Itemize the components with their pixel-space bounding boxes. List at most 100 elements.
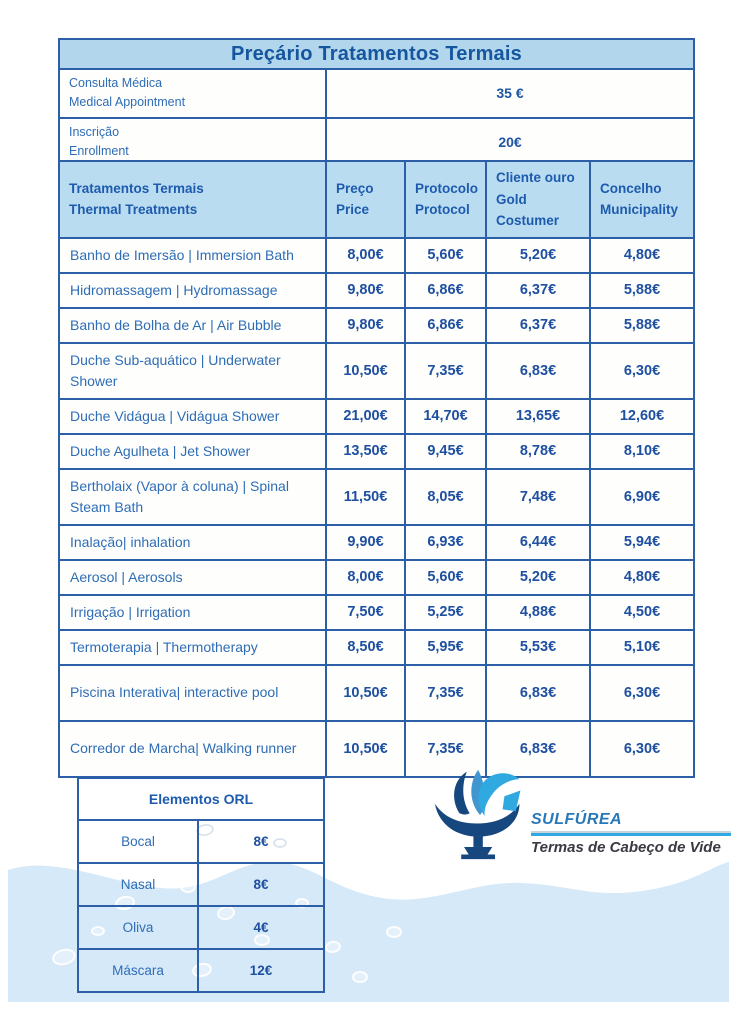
treatment-gold-value: 5,20€ [485, 236, 591, 274]
treatment-municipality-value: 4,80€ [589, 558, 695, 596]
treatment-protocol-value: 5,60€ [404, 558, 487, 596]
header-treatments: Tratamentos Termais Thermal Treatments [58, 160, 327, 239]
treatment-name: Duche Agulheta | Jet Shower [58, 432, 327, 470]
treatment-protocol-value: 6,93€ [404, 523, 487, 561]
treatment-name: Banho de Bolha de Ar | Air Bubble [58, 306, 327, 344]
orl-row: Oliva 4€ [77, 905, 325, 950]
treatment-gold-value: 6,83€ [485, 341, 591, 400]
treatment-name: Piscina Interativa| interactive pool [58, 663, 327, 722]
header-municipality-pt: Concelho [600, 180, 662, 196]
fee-label-en: Medical Appointment [69, 95, 186, 110]
treatment-row: Banho de Bolha de Ar | Air Bubble 9,80€ 6,… [58, 306, 695, 344]
treatment-price-value: 10,50€ [325, 719, 406, 778]
treatment-name: Corredor de Marcha| Walking runner [58, 719, 327, 778]
treatment-protocol-value: 14,70€ [404, 397, 487, 435]
treatment-gold-value: 5,53€ [485, 628, 591, 666]
treatment-row: Aerosol | Aerosols 8,00€ 5,60€ 5,20€ 4,80€ [58, 558, 695, 596]
treatment-row: Inalação| inhalation 9,90€ 6,93€ 6,44€ 5,94€ [58, 523, 695, 561]
header-price-pt: Preço [336, 180, 374, 196]
orl-row: Bocal 8€ [77, 819, 325, 864]
treatment-protocol-value: 7,35€ [404, 719, 487, 778]
header-gold-en: Gold Costumer [496, 191, 560, 229]
treatment-municipality-value: 6,30€ [589, 719, 695, 778]
treatment-price-value: 9,80€ [325, 306, 406, 344]
header-protocol: Protocolo Protocol [404, 160, 487, 239]
header-protocol-pt: Protocolo [415, 180, 478, 196]
treatment-gold-value: 4,88€ [485, 593, 591, 631]
treatment-row: Piscina Interativa| interactive pool 10,5… [58, 663, 695, 722]
treatment-protocol-value: 8,05€ [404, 467, 487, 526]
treatment-price-value: 7,50€ [325, 593, 406, 631]
treatment-row: Corredor de Marcha| Walking runner 10,50€… [58, 719, 695, 778]
logo-brand-name: SULFÚREA [531, 811, 623, 828]
header-price-en: Price [336, 202, 370, 218]
treatment-price-value: 9,80€ [325, 271, 406, 309]
orl-element-name: Nasal [77, 862, 199, 907]
fee-label-pt: Inscrição [69, 124, 120, 139]
treatment-gold-value: 7,48€ [485, 467, 591, 526]
orl-element-name: Bocal [77, 819, 199, 864]
treatment-gold-value: 13,65€ [485, 397, 591, 435]
treatment-row: Irrigação | Irrigation 7,50€ 5,25€ 4,88€ 4,5… [58, 593, 695, 631]
header-price: Preço Price [325, 160, 406, 239]
orl-element-price: 8€ [197, 819, 325, 864]
treatment-municipality-value: 6,30€ [589, 341, 695, 400]
treatment-municipality-value: 8,10€ [589, 432, 695, 470]
treatment-row: Duche Agulheta | Jet Shower 13,50€ 9,45€ 8,… [58, 432, 695, 470]
treatment-name: Hidromassagem | Hydromassage [58, 271, 327, 309]
sulfurea-logo: SULFÚREA Termas de Cabeço de Vide [433, 768, 731, 862]
treatment-gold-value: 6,37€ [485, 271, 591, 309]
treatment-price-value: 8,00€ [325, 236, 406, 274]
orl-element-name: Máscara [77, 948, 199, 993]
treatment-protocol-value: 5,60€ [404, 236, 487, 274]
treatment-municipality-value: 6,30€ [589, 663, 695, 722]
treatment-price-value: 8,50€ [325, 628, 406, 666]
header-gold-pt: Cliente ouro [496, 170, 575, 185]
treatment-municipality-value: 4,80€ [589, 236, 695, 274]
treatment-price-value: 10,50€ [325, 341, 406, 400]
orl-title-row: Elementos ORL [77, 777, 325, 821]
treatment-price-value: 9,90€ [325, 523, 406, 561]
treatment-name: Inalação| inhalation [58, 523, 327, 561]
treatment-protocol-value: 7,35€ [404, 663, 487, 722]
fee-row-consultation: Consulta Médica Medical Appointment 35 € [58, 68, 696, 119]
treatment-gold-value: 6,83€ [485, 719, 591, 778]
treatment-row: Duche Vidágua | Vidágua Shower 21,00€ 14,7… [58, 397, 695, 435]
header-municipality: Concelho Municipality [589, 160, 695, 239]
header-municipality-en: Municipality [600, 202, 679, 218]
treatment-row: Bertholaix (Vapor à coluna) | Spinal Ste… [58, 467, 695, 526]
orl-title: Elementos ORL [77, 777, 325, 821]
fee-label: Inscrição Enrollment [58, 116, 327, 168]
logo-text-block: SULFÚREA Termas de Cabeço de Vide [531, 811, 731, 856]
treatment-municipality-value: 12,60€ [589, 397, 695, 435]
treatment-gold-value: 6,37€ [485, 306, 591, 344]
treatment-name: Aerosol | Aerosols [58, 558, 327, 596]
thermal-fountain-icon [434, 769, 521, 860]
orl-elements-table: Elementos ORL Bocal 8€ Nasal 8€ Oliva 4€ Másca… [77, 777, 325, 993]
orl-element-name: Oliva [77, 905, 199, 950]
treatment-municipality-value: 6,90€ [589, 467, 695, 526]
treatment-row: Duche Sub-aquático | Underwater Shower 10… [58, 341, 695, 400]
header-treatments-pt: Tratamentos Termais [69, 180, 204, 196]
treatments-price-table: Tratamentos Termais Thermal Treatments P… [58, 160, 695, 778]
logo-subtitle: Termas de Cabeço de Vide [531, 839, 721, 856]
treatment-row: Termoterapia | Thermotherapy 8,50€ 5,95€ 5,… [58, 628, 695, 666]
treatment-name: Banho de Imersão | Immersion Bath [58, 236, 327, 274]
logo-underline [531, 831, 731, 836]
orl-row: Máscara 12€ [77, 948, 325, 993]
header-protocol-en: Protocol [415, 202, 470, 218]
orl-element-price: 8€ [197, 862, 325, 907]
treatment-municipality-value: 5,88€ [589, 271, 695, 309]
treatment-price-value: 11,50€ [325, 467, 406, 526]
header-gold-customer: Cliente ouro Gold Costumer [485, 160, 591, 239]
orl-element-price: 4€ [197, 905, 325, 950]
treatment-municipality-value: 5,88€ [589, 306, 695, 344]
treatment-price-value: 10,50€ [325, 663, 406, 722]
treatment-protocol-value: 5,95€ [404, 628, 487, 666]
treatment-name: Duche Vidágua | Vidágua Shower [58, 397, 327, 435]
treatment-municipality-value: 4,50€ [589, 593, 695, 631]
treatment-municipality-value: 5,94€ [589, 523, 695, 561]
treatment-row: Banho de Imersão | Immersion Bath 8,00€ 5,… [58, 236, 695, 274]
title-row: Preçário Tratamentos Termais [57, 38, 696, 70]
